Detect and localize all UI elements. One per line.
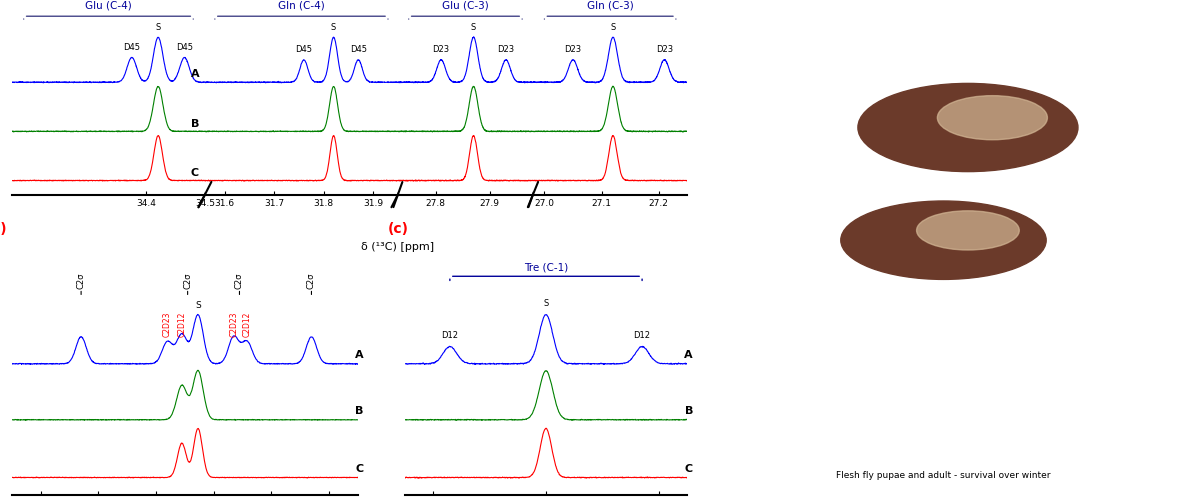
Text: C2D23: C2D23 — [229, 312, 239, 337]
Text: S: S — [331, 22, 336, 32]
Text: D23: D23 — [497, 45, 515, 54]
Text: A: A — [684, 350, 692, 360]
Text: C2σ: C2σ — [307, 272, 316, 288]
Text: (c): (c) — [388, 222, 409, 236]
Text: B: B — [191, 118, 199, 128]
Text: B: B — [355, 406, 364, 416]
Text: C2D23: C2D23 — [163, 312, 172, 337]
X-axis label: δ (¹³C) [ppm]: δ (¹³C) [ppm] — [361, 242, 434, 252]
Text: D45: D45 — [176, 43, 193, 52]
Text: D45: D45 — [350, 45, 367, 54]
Text: C2σ: C2σ — [235, 272, 244, 288]
Text: Flesh fly pupae and adult - survival over winter: Flesh fly pupae and adult - survival ove… — [836, 472, 1051, 480]
Ellipse shape — [917, 211, 1019, 250]
Text: D23: D23 — [564, 45, 582, 54]
Text: A: A — [355, 350, 364, 360]
Text: C2D12: C2D12 — [178, 312, 186, 336]
Ellipse shape — [858, 84, 1078, 172]
Text: Glu (C-4): Glu (C-4) — [85, 0, 132, 10]
Text: C: C — [355, 464, 364, 474]
Text: (b): (b) — [0, 222, 7, 236]
Text: C2σ: C2σ — [77, 272, 85, 288]
Text: S: S — [611, 22, 616, 32]
Text: C: C — [685, 464, 692, 474]
Text: D45: D45 — [295, 45, 312, 54]
Text: C2D12: C2D12 — [242, 312, 252, 336]
Text: Gln (C-3): Gln (C-3) — [587, 0, 634, 10]
Text: S: S — [156, 22, 161, 32]
Text: D23: D23 — [432, 45, 450, 54]
Text: A: A — [191, 70, 199, 80]
Ellipse shape — [841, 201, 1046, 280]
Text: Gln (C-4): Gln (C-4) — [278, 0, 325, 10]
Text: S: S — [470, 22, 476, 32]
Text: C: C — [191, 168, 199, 177]
Text: C2σ: C2σ — [184, 272, 192, 288]
Text: B: B — [685, 406, 692, 416]
Ellipse shape — [937, 96, 1048, 140]
Text: Glu (C-3): Glu (C-3) — [442, 0, 488, 10]
Text: Tre (C-1): Tre (C-1) — [524, 263, 568, 273]
Text: S: S — [544, 299, 548, 308]
Text: D45: D45 — [124, 43, 140, 52]
Text: D12: D12 — [442, 330, 458, 340]
Text: D12: D12 — [634, 330, 650, 340]
Text: D23: D23 — [656, 45, 673, 54]
Text: S: S — [196, 300, 200, 310]
